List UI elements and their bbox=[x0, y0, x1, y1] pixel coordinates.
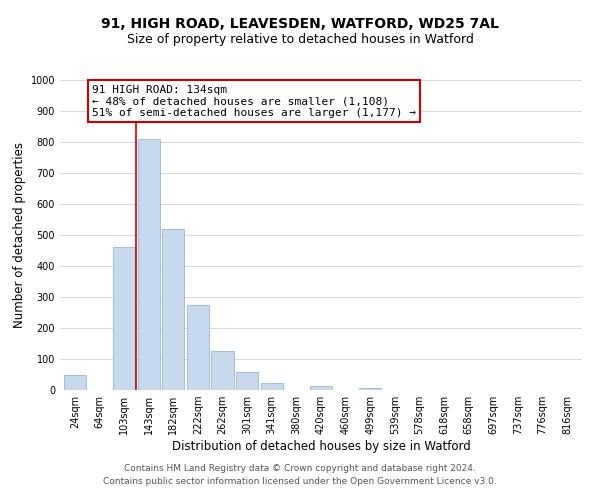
X-axis label: Distribution of detached houses by size in Watford: Distribution of detached houses by size … bbox=[172, 440, 470, 453]
Bar bbox=[260, 383, 283, 390]
Bar bbox=[137, 139, 160, 390]
Bar bbox=[64, 376, 86, 390]
Bar bbox=[113, 248, 135, 390]
Bar bbox=[359, 388, 382, 390]
Bar bbox=[162, 229, 184, 390]
Text: 91, HIGH ROAD, LEAVESDEN, WATFORD, WD25 7AL: 91, HIGH ROAD, LEAVESDEN, WATFORD, WD25 … bbox=[101, 18, 499, 32]
Bar bbox=[187, 304, 209, 390]
Bar bbox=[211, 351, 233, 390]
Text: 91 HIGH ROAD: 134sqm
← 48% of detached houses are smaller (1,108)
51% of semi-de: 91 HIGH ROAD: 134sqm ← 48% of detached h… bbox=[92, 84, 416, 118]
Text: Size of property relative to detached houses in Watford: Size of property relative to detached ho… bbox=[127, 32, 473, 46]
Y-axis label: Number of detached properties: Number of detached properties bbox=[13, 142, 26, 328]
Bar bbox=[236, 372, 258, 390]
Text: Contains HM Land Registry data © Crown copyright and database right 2024.
Contai: Contains HM Land Registry data © Crown c… bbox=[103, 464, 497, 486]
Bar bbox=[310, 386, 332, 390]
